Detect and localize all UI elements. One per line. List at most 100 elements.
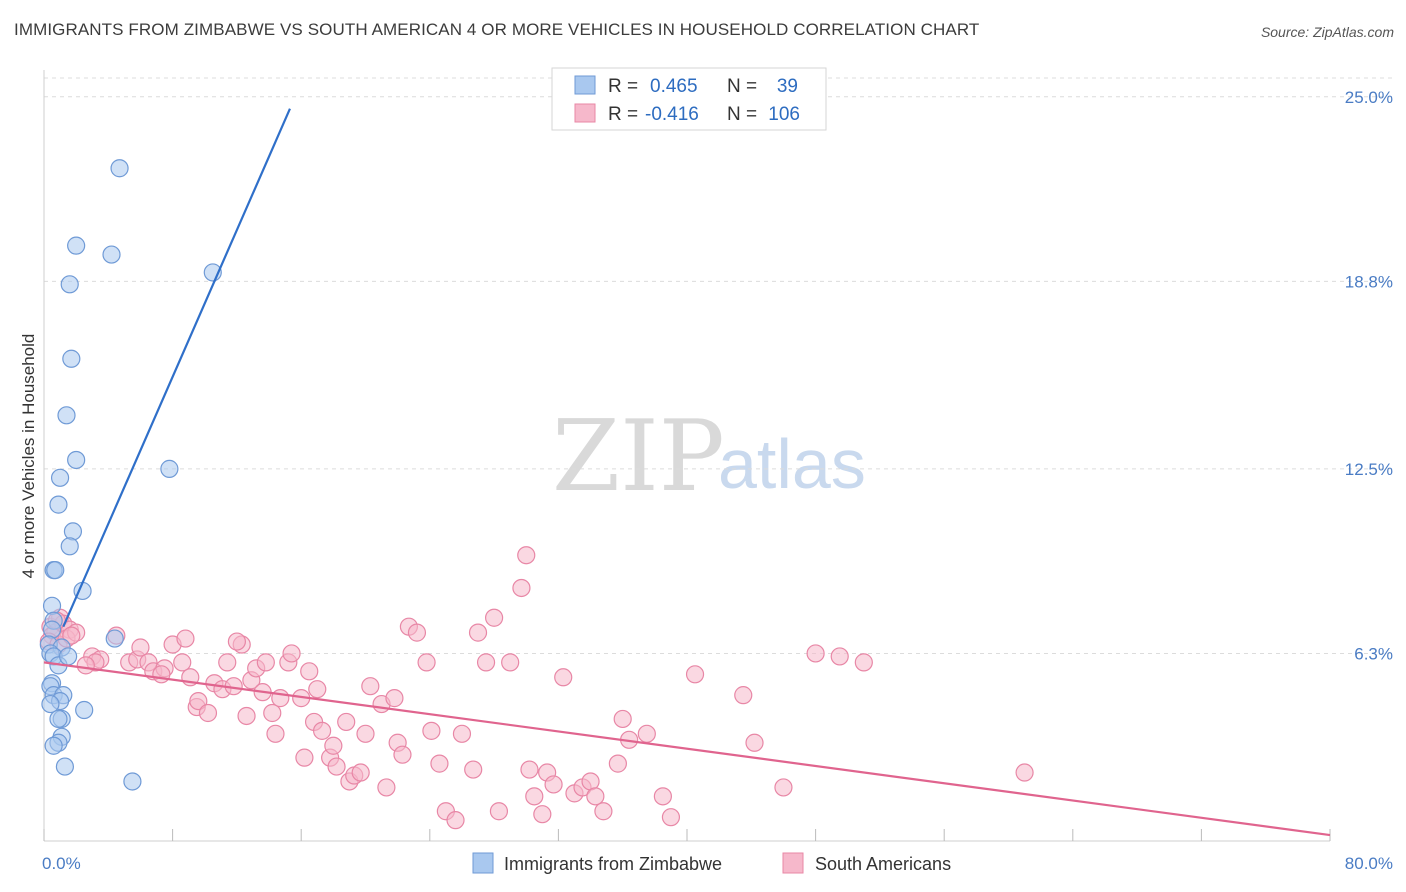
zimbabwe-point-1 <box>67 236 86 255</box>
legend-swatch-pink <box>574 103 596 123</box>
south-american-point-101 <box>745 733 764 752</box>
legend-box <box>551 67 827 131</box>
legend-r-value-1: 0.465 <box>650 76 698 97</box>
south-american-point-105 <box>854 653 873 672</box>
zimbabwe-point-14 <box>46 561 65 580</box>
y-tick-label-2: 18.8% <box>1345 272 1393 291</box>
zimbabwe-point-25 <box>59 647 78 666</box>
south-american-point-52 <box>312 721 332 740</box>
south-american-point-97 <box>653 787 672 806</box>
south-american-point-43 <box>266 724 285 743</box>
south-american-point-102 <box>774 778 793 797</box>
south-american-point-74 <box>452 724 472 743</box>
zimbabwe-point-2 <box>102 245 121 264</box>
zimbabwe-point-4 <box>60 275 79 294</box>
zimbabwe-point-8 <box>160 459 179 478</box>
south-american-point-59 <box>351 763 370 782</box>
legend-n-value-2: 106 <box>768 104 800 125</box>
south-american-point-42 <box>263 703 282 723</box>
bottom-legend-label-south-americans: South Americans <box>815 854 951 874</box>
south-american-point-71 <box>430 754 449 773</box>
legend-r-value-2: -0.416 <box>645 104 699 125</box>
south-american-point-37 <box>237 706 256 726</box>
y-tick-labels: 6.3% 12.5% 18.8% 25.0% <box>1345 88 1393 664</box>
x-tick-marks <box>43 829 1331 841</box>
zimbabwe-point-18 <box>42 620 62 639</box>
source-label: Source: ZipAtlas.com <box>1260 24 1394 40</box>
south-american-point-94 <box>613 709 632 729</box>
south-american-point-99 <box>685 665 705 684</box>
south-american-point-82 <box>520 760 539 779</box>
south-american-point-11 <box>62 626 81 645</box>
series-legend: Immigrants from Zimbabwe South Americans <box>472 852 951 874</box>
trend-line-zimbabwe <box>62 108 291 628</box>
south-american-point-56 <box>337 712 356 732</box>
south-american-point-73 <box>446 811 465 830</box>
zimbabwe-point-39 <box>123 772 142 791</box>
south-american-point-46 <box>282 644 301 663</box>
correlation-legend: R = 0.465 N = 39 R = -0.416 N = 106 <box>551 67 827 131</box>
south-american-point-87 <box>554 668 573 687</box>
x-tick-label-max: 80.0% <box>1345 854 1393 873</box>
legend-n-label-2: N = <box>727 104 757 125</box>
zimbabwe-point-7 <box>67 450 86 470</box>
south-american-point-44 <box>271 689 290 708</box>
south-american-point-25 <box>173 653 192 672</box>
south-american-point-81 <box>512 578 531 598</box>
south-american-point-51 <box>308 680 327 699</box>
trend-lines <box>43 108 1331 837</box>
zimbabwe-point-34 <box>49 709 68 729</box>
y-axis-label: 4 or more Vehicles in Household <box>19 334 38 579</box>
south-american-point-92 <box>594 802 613 821</box>
south-american-point-61 <box>361 677 380 696</box>
south-american-point-76 <box>468 623 488 642</box>
legend-r-label-1: R = <box>608 76 638 97</box>
zimbabwe-point-21 <box>105 629 124 648</box>
south-american-point-29 <box>189 691 208 711</box>
south-american-point-70 <box>422 721 441 740</box>
y-tick-label-3: 25.0% <box>1345 88 1393 107</box>
y-tick-label-1: 12.5% <box>1345 460 1393 479</box>
zimbabwe-point-6 <box>57 406 76 425</box>
series-south-americans <box>39 546 1034 830</box>
zimbabwe-point-38 <box>55 757 74 776</box>
zimbabwe-point-11 <box>63 522 83 541</box>
south-american-point-98 <box>661 808 681 827</box>
south-american-point-77 <box>476 653 496 672</box>
south-american-point-63 <box>377 778 396 797</box>
zimbabwe-point-5 <box>62 349 81 368</box>
south-american-point-68 <box>407 623 427 642</box>
south-american-point-64 <box>385 689 404 708</box>
x-tick-label-min: 0.0% <box>42 854 81 873</box>
south-american-point-83 <box>525 787 544 806</box>
south-american-point-54 <box>324 736 343 755</box>
chart-title: IMMIGRANTS FROM ZIMBABWE VS SOUTH AMERIC… <box>14 20 980 39</box>
legend-swatch-blue <box>574 75 596 95</box>
bottom-legend-swatch-pink <box>782 852 804 874</box>
south-american-point-41 <box>256 653 275 672</box>
south-american-point-36 <box>227 632 246 651</box>
gridlines <box>44 77 1393 654</box>
legend-n-value-1: 39 <box>777 76 798 97</box>
south-american-point-86 <box>544 775 563 794</box>
south-american-point-93 <box>608 754 627 773</box>
legend-n-label-1: N = <box>727 76 757 97</box>
south-american-point-60 <box>356 724 375 743</box>
south-american-point-55 <box>327 757 346 776</box>
legend-r-label-2: R = <box>608 104 638 125</box>
south-american-point-78 <box>485 608 504 627</box>
zimbabwe-point-32 <box>75 700 94 720</box>
south-american-point-84 <box>533 805 552 824</box>
south-american-point-30 <box>198 703 218 723</box>
south-american-point-49 <box>300 662 319 681</box>
south-american-point-79 <box>489 802 509 821</box>
zimbabwe-point-31 <box>41 694 60 714</box>
south-american-point-100 <box>734 686 753 705</box>
bottom-legend-swatch-blue <box>472 852 494 874</box>
south-american-point-104 <box>830 647 849 666</box>
south-american-point-96 <box>637 724 656 743</box>
south-american-point-75 <box>464 760 483 779</box>
zimbabwe-point-0 <box>110 159 129 178</box>
south-american-point-107 <box>517 546 536 565</box>
